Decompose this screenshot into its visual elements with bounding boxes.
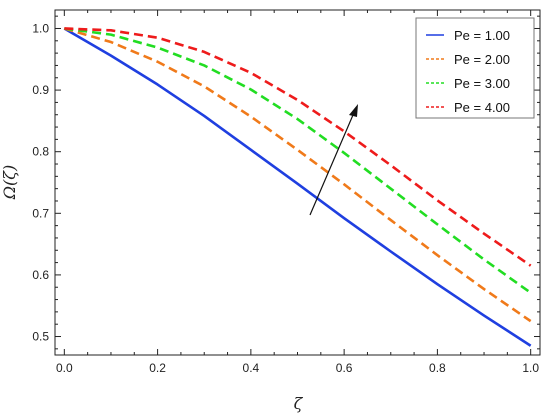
trend-arrow <box>309 107 357 216</box>
y-tick-label: 0.9 <box>32 83 49 97</box>
legend-label: Pe = 4.00 <box>454 100 510 115</box>
y-tick-label: 1.0 <box>32 21 49 35</box>
legend: Pe = 1.00 Pe = 2.00 Pe = 3.00 Pe = 4.00 <box>415 17 535 119</box>
series-line-3 <box>64 27 532 294</box>
x-tick-label: 0.4 <box>243 361 260 375</box>
x-tick-label: 0.2 <box>149 361 166 375</box>
legend-label: Pe = 1.00 <box>454 28 510 43</box>
y-axis-label: Ω(ζ) <box>0 165 19 200</box>
x-tick-label: 0.6 <box>336 361 353 375</box>
trend-annotation <box>309 104 358 216</box>
series-line-4 <box>64 27 532 267</box>
trend-arrow-head <box>349 104 358 117</box>
x-axis-label: ζ <box>294 394 304 413</box>
x-tick-label: 1.0 <box>522 361 539 375</box>
series-line-1 <box>63 27 532 347</box>
legend-label: Pe = 2.00 <box>454 52 510 67</box>
series-lines <box>63 27 532 347</box>
y-tick-label: 0.6 <box>32 268 49 282</box>
x-tick-label: 0.0 <box>56 361 73 375</box>
axis-ticks: 0.0 0.2 0.4 0.6 0.8 1.0 0.5 0.6 0.7 0.8 0.9 1.0 <box>32 10 540 375</box>
y-tick-label: 0.7 <box>32 206 49 220</box>
x-tick-label: 0.8 <box>429 361 446 375</box>
y-tick-label: 0.8 <box>32 145 49 159</box>
y-tick-label: 0.5 <box>32 330 49 344</box>
legend-label: Pe = 3.00 <box>454 76 510 91</box>
